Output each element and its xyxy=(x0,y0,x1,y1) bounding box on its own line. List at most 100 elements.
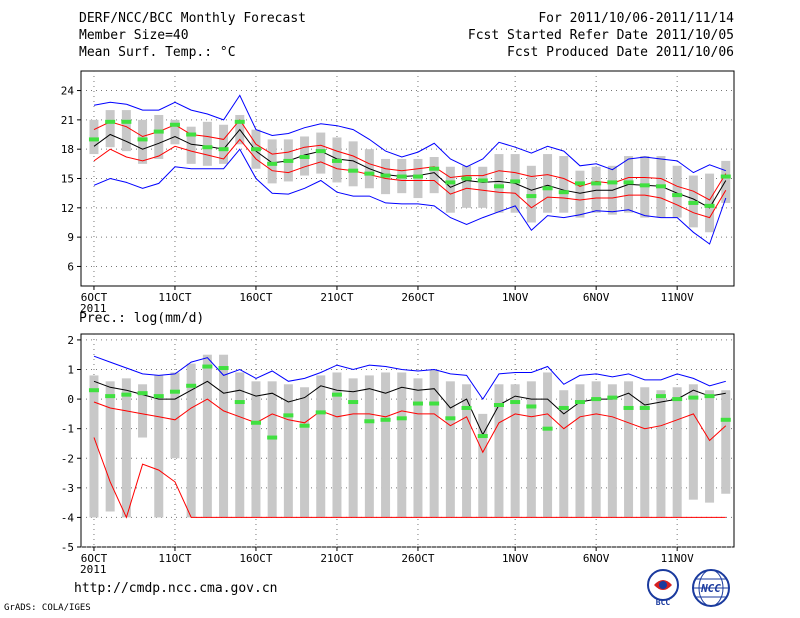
spread-bar xyxy=(413,378,423,518)
member-marker xyxy=(250,147,261,152)
member-marker xyxy=(493,403,504,407)
spread-bar xyxy=(121,110,131,152)
member-marker xyxy=(542,186,553,191)
member-marker xyxy=(607,395,618,400)
spread-bar xyxy=(89,119,99,155)
y-tick-label: -5 xyxy=(61,541,74,554)
member-marker xyxy=(720,417,731,422)
x-tick-label: 11NOV xyxy=(661,291,694,304)
spread-bar xyxy=(381,372,391,518)
year-label: 2011 xyxy=(80,563,107,576)
forecast-period: For 2011/10/06-2011/11/14 xyxy=(538,11,734,26)
y-tick-label: 9 xyxy=(67,231,74,244)
bcc-logo: BCC xyxy=(647,569,679,607)
x-tick-label: 26OCT xyxy=(401,552,434,565)
member-marker xyxy=(202,364,213,369)
member-marker xyxy=(380,173,391,178)
spread-bar xyxy=(462,384,472,518)
spread-bar xyxy=(154,114,164,159)
spread-bar xyxy=(348,378,358,518)
spread-bar xyxy=(364,375,374,518)
x-tick-label: 6NOV xyxy=(583,291,610,304)
member-marker xyxy=(655,184,666,189)
grads-credit: GrADS: COLA/IGES xyxy=(4,603,91,613)
spread-bar xyxy=(721,160,731,203)
spread-bar xyxy=(429,157,439,194)
y-tick-label: -1 xyxy=(61,423,74,436)
member-marker xyxy=(526,194,537,199)
spread-bar xyxy=(219,124,229,164)
member-marker xyxy=(396,416,407,421)
spread-bar xyxy=(138,119,148,164)
source-url[interactable]: http://cmdp.ncc.cma.gov.cn xyxy=(74,581,278,596)
spread-bar xyxy=(105,381,115,512)
series-min xyxy=(93,437,726,519)
member-marker xyxy=(202,145,213,150)
member-marker xyxy=(88,388,99,393)
x-tick-label: 6OCT xyxy=(81,291,108,304)
spread-bar xyxy=(105,110,115,148)
spread-bar xyxy=(575,384,585,518)
chart-title: DERF/NCC/BCC Monthly Forecast xyxy=(79,11,306,26)
member-marker xyxy=(510,179,521,184)
member-marker xyxy=(607,180,618,185)
y-tick-label: 21 xyxy=(61,114,74,127)
spread-bar xyxy=(607,384,617,518)
member-marker xyxy=(461,405,472,410)
spread-bar xyxy=(559,156,569,213)
member-marker xyxy=(429,166,440,171)
header-left: DERF/NCC/BCC Monthly Forecast Member Size… xyxy=(79,10,306,61)
spread-bar xyxy=(219,354,229,518)
member-marker xyxy=(105,394,116,399)
member-marker xyxy=(283,413,294,418)
spread-bar xyxy=(283,384,293,518)
member-marker xyxy=(331,392,342,397)
series-mean xyxy=(93,380,726,436)
member-marker xyxy=(672,397,683,402)
series-mean xyxy=(93,128,727,209)
member-marker xyxy=(299,155,310,159)
member-marker xyxy=(639,405,650,410)
spread-bar xyxy=(202,121,212,166)
member-marker xyxy=(542,426,553,431)
member-marker xyxy=(348,168,359,173)
member-marker xyxy=(558,405,569,410)
x-tick-label: 16OCT xyxy=(239,552,272,565)
spread-bar xyxy=(154,375,164,518)
spread-bar xyxy=(300,387,310,518)
member-marker xyxy=(315,149,326,154)
spread-bar xyxy=(202,354,212,518)
y-tick-label: -2 xyxy=(61,452,74,465)
member-marker xyxy=(331,158,342,163)
member-marker xyxy=(704,203,715,208)
y-tick-label: 18 xyxy=(61,143,74,156)
spread-bar xyxy=(316,375,326,518)
member-marker xyxy=(267,161,278,166)
spread-bar xyxy=(89,375,99,518)
member-marker xyxy=(720,174,731,179)
member-marker xyxy=(591,181,602,186)
member-marker xyxy=(88,137,99,142)
member-marker xyxy=(558,190,569,195)
member-marker xyxy=(477,178,488,183)
spread-bar xyxy=(494,154,504,213)
member-marker xyxy=(510,400,521,405)
spread-bar xyxy=(543,154,553,213)
member-marker xyxy=(218,147,229,152)
spread-bar xyxy=(640,387,650,518)
series-spread_lower xyxy=(93,138,727,219)
spread-bar xyxy=(170,372,180,459)
member-marker xyxy=(574,400,585,405)
variable-label: Mean Surf. Temp.: °C xyxy=(79,45,236,60)
member-marker xyxy=(655,394,666,399)
spread-bar xyxy=(186,126,196,164)
member-marker xyxy=(461,176,472,181)
member-marker xyxy=(186,132,197,137)
y-tick-label: 24 xyxy=(61,85,75,98)
spread-bar xyxy=(591,381,601,518)
x-tick-label: 6OCT xyxy=(81,552,108,565)
x-tick-label: 21OCT xyxy=(320,552,353,565)
member-marker xyxy=(315,410,326,415)
x-tick-label: 1NOV xyxy=(502,291,529,304)
